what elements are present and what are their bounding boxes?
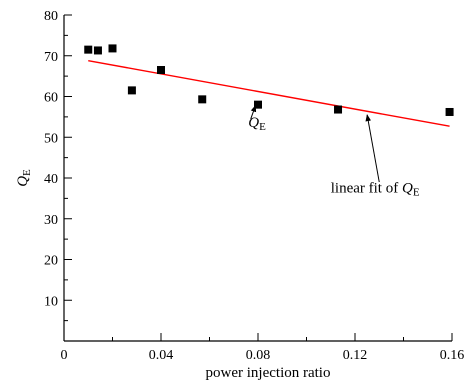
y-tick-label: 50	[44, 131, 58, 146]
data-points	[84, 44, 454, 116]
y-tick-label: 40	[44, 172, 58, 187]
y-tick-label: 30	[44, 213, 58, 228]
y-tick-label: 20	[44, 254, 58, 269]
ticks: 0 0.04 0.08 0.12 0.16 10 20 30 40 50 60 70 80	[44, 9, 464, 363]
y-tick-label: 60	[44, 91, 58, 106]
y-tick-label: 70	[44, 50, 58, 65]
data-point	[334, 105, 343, 114]
y-tick-label: 80	[44, 9, 58, 24]
annotations: QE linear fit of QE	[248, 104, 420, 198]
data-point	[93, 46, 102, 55]
data-point	[198, 95, 207, 104]
data-point	[254, 100, 262, 109]
x-tick-label: 0.08	[246, 348, 271, 363]
annotation-qe-arrow	[250, 104, 257, 120]
data-point	[84, 45, 93, 54]
axis-titles: power injection ratio QE	[15, 169, 330, 381]
x-tick-label: 0.16	[440, 348, 465, 363]
y-axis-title: QE	[15, 169, 33, 187]
annotation-linear-fit-label: linear fit of QE	[331, 180, 420, 198]
x-axis-title: power injection ratio	[206, 365, 331, 381]
x-tick-label: 0.12	[343, 348, 368, 363]
data-point	[108, 44, 117, 53]
annotation-linear-fit-arrow	[365, 114, 380, 183]
y-tick-label: 10	[44, 294, 58, 309]
x-tick-label: 0	[61, 348, 68, 363]
x-tick-label: 0.04	[149, 348, 174, 363]
data-point	[445, 107, 454, 116]
annotation-qe-label: QE	[248, 115, 266, 133]
fit-line-group	[88, 59, 450, 127]
data-point	[157, 66, 165, 75]
axes	[63, 15, 452, 342]
linear-fit-line	[88, 59, 450, 127]
data-point	[127, 86, 136, 95]
